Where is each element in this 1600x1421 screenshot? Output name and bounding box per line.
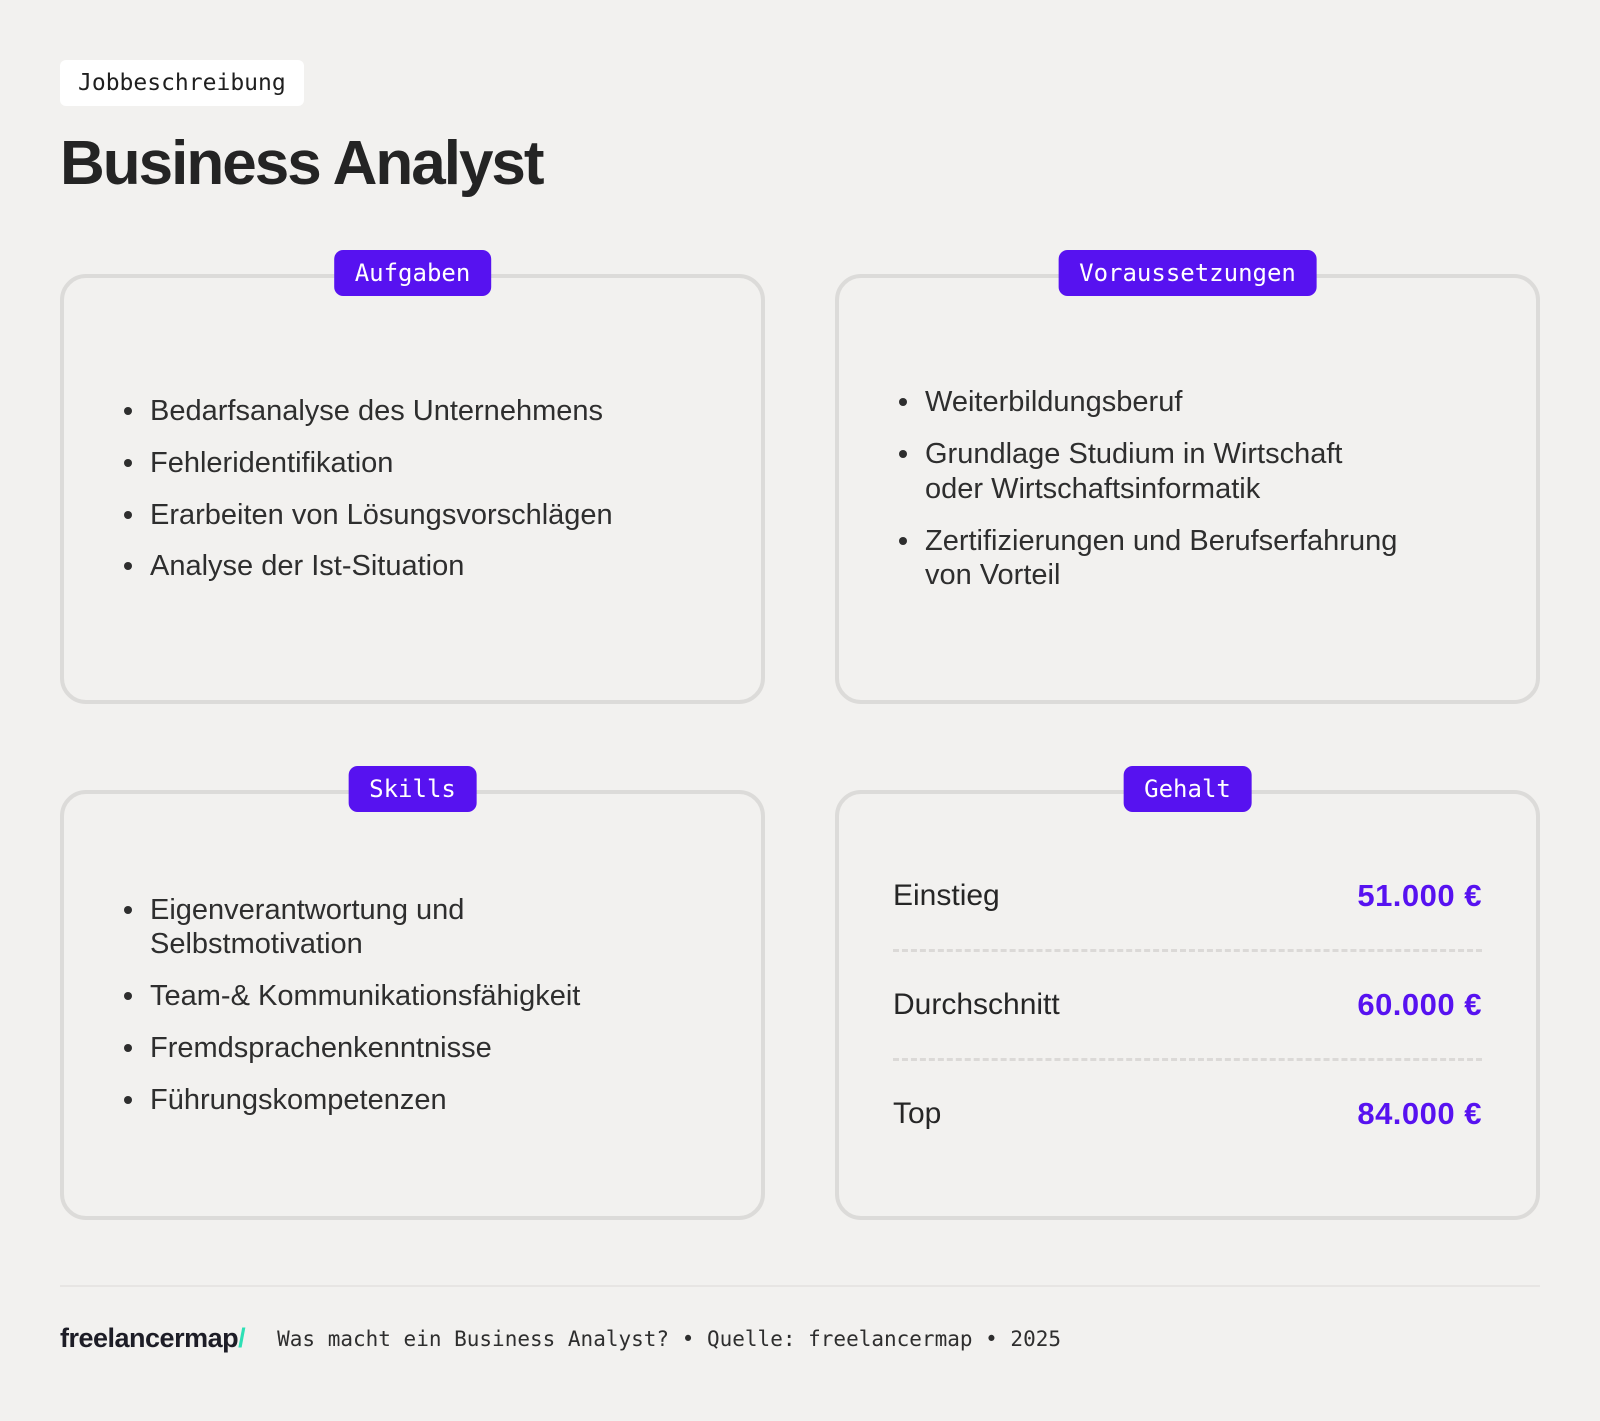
card-gehalt: Gehalt Einstieg 51.000 € Durchschnitt 60… <box>835 766 1540 1221</box>
badge-skills: Skills <box>348 766 477 813</box>
list-item: Fehleridentifikation <box>116 446 721 481</box>
footer: freelancermap/ Was macht ein Business An… <box>0 1285 1600 1354</box>
footer-row: freelancermap/ Was macht ein Business An… <box>60 1323 1540 1354</box>
list-item: Zertifizierungen und Berufserfahrung von… <box>891 524 1496 594</box>
list-item: Erarbeiten von Lösungsvorschlägen <box>116 498 721 533</box>
salary-row-top: Top 84.000 € <box>893 1092 1482 1136</box>
voraussetzungen-list: Weiterbildungsberuf Grundlage Studium in… <box>891 385 1496 593</box>
card-voraussetzungen: Voraussetzungen Weiterbildungsberuf Grun… <box>835 250 1540 705</box>
logo-slash-icon: / <box>238 1323 246 1354</box>
dashed-divider <box>893 1058 1482 1062</box>
logo-text: freelancermap <box>60 1323 239 1354</box>
salary-value: 51.000 € <box>1357 878 1482 914</box>
list-item: Weiterbildungsberuf <box>891 385 1496 420</box>
list-item: Grundlage Studium in Wirtschaft oder Wir… <box>891 437 1496 507</box>
salary-row-durchschnitt: Durchschnitt 60.000 € <box>893 983 1482 1027</box>
badge-voraussetzungen: Voraussetzungen <box>1058 250 1317 297</box>
salary-row-einstieg: Einstieg 51.000 € <box>893 874 1482 918</box>
badge-aufgaben: Aufgaben <box>333 250 492 297</box>
footer-divider <box>60 1285 1540 1288</box>
salary-label: Durchschnitt <box>893 988 1060 1022</box>
card-skills: Skills Eigenverantwortung und Selbstmoti… <box>60 766 765 1221</box>
badge-gehalt: Gehalt <box>1123 766 1252 813</box>
salary-label: Top <box>893 1097 942 1131</box>
aufgaben-list: Bedarfsanalyse des Unternehmens Fehlerid… <box>116 394 721 584</box>
page-title: Business Analyst <box>60 129 545 198</box>
list-item: Team-& Kommunikationsfähigkeit <box>116 979 721 1014</box>
salary-value: 84.000 € <box>1357 1096 1482 1132</box>
list-item: Eigenverantwortung und Selbstmotivation <box>116 893 721 963</box>
card-aufgaben: Aufgaben Bedarfsanalyse des Unternehmens… <box>60 250 765 705</box>
list-item: Führungskompetenzen <box>116 1083 721 1118</box>
category-chip: Jobbeschreibung <box>60 60 304 106</box>
list-item: Bedarfsanalyse des Unternehmens <box>116 394 721 429</box>
list-item: Fremdsprachenkenntnisse <box>116 1031 721 1066</box>
cards-grid: Aufgaben Bedarfsanalyse des Unternehmens… <box>60 250 1540 1221</box>
infographic-page: Jobbeschreibung Business Analyst Aufgabe… <box>60 60 1540 1221</box>
dashed-divider <box>893 949 1482 953</box>
salary-value: 60.000 € <box>1357 987 1482 1023</box>
freelancermap-logo: freelancermap/ <box>60 1323 246 1354</box>
salary-label: Einstieg <box>893 879 1000 913</box>
footer-meta: Was macht ein Business Analyst? • Quelle… <box>277 1326 1061 1351</box>
list-item: Analyse der Ist-Situation <box>116 549 721 584</box>
skills-list: Eigenverantwortung und Selbstmotivation … <box>116 893 721 1118</box>
